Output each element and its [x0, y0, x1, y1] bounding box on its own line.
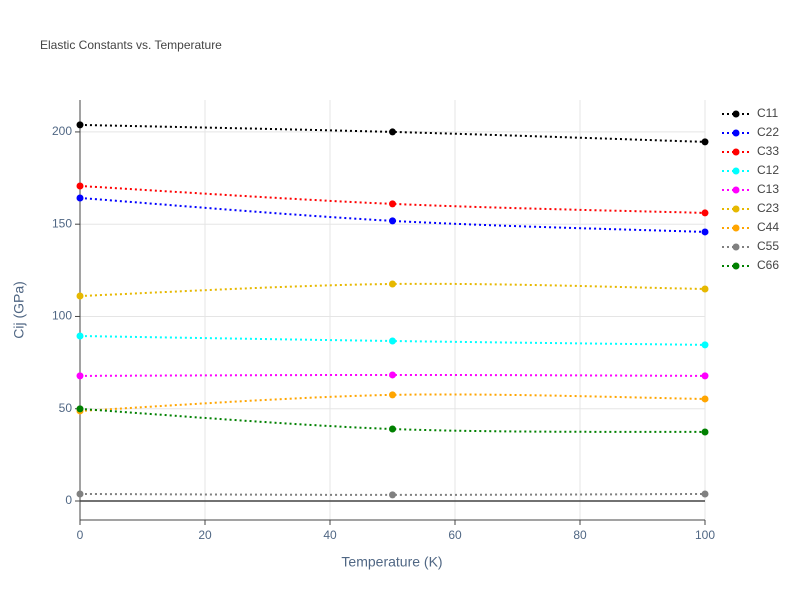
x-tick-label: 0: [77, 528, 84, 542]
data-point: [701, 490, 709, 498]
legend-label: C55: [757, 239, 779, 253]
x-tick-label: 60: [448, 528, 462, 542]
legend-label: C66: [757, 258, 779, 272]
series-line: [79, 373, 706, 377]
series-line: [79, 282, 706, 297]
x-tick-label: 80: [573, 528, 587, 542]
data-point: [76, 121, 84, 129]
data-point: [76, 372, 84, 380]
y-tick-label: 100: [52, 309, 72, 323]
legend-marker: [732, 110, 740, 118]
legend-label: C44: [757, 220, 779, 234]
series-line: [79, 492, 706, 496]
data-point: [389, 280, 396, 288]
data-point: [701, 341, 709, 349]
x-tick-label: 100: [695, 528, 715, 542]
legend-label: C22: [757, 125, 779, 139]
legend-label: C11: [757, 106, 778, 120]
legend-marker: [732, 186, 740, 194]
legend-marker: [732, 167, 740, 175]
data-point: [389, 337, 396, 345]
series-line: [79, 123, 706, 143]
series-line: [79, 335, 706, 346]
series-line: [79, 407, 706, 433]
data-point: [389, 391, 396, 399]
data-point: [76, 332, 84, 340]
legend-label: C23: [757, 201, 779, 215]
series-line: [79, 184, 706, 214]
series-line: [79, 393, 706, 412]
legend-marker: [732, 224, 740, 232]
x-tick-label: 20: [198, 528, 212, 542]
legend-label: C33: [757, 144, 779, 158]
data-point: [701, 395, 709, 403]
data-point: [389, 425, 396, 433]
legend-label: C13: [757, 182, 779, 196]
data-point: [701, 138, 709, 146]
data-point: [701, 209, 709, 217]
data-point: [389, 371, 396, 379]
data-point: [701, 285, 709, 293]
legend-marker: [732, 129, 740, 137]
data-point: [389, 217, 396, 225]
data-point: [701, 228, 709, 236]
data-point: [76, 292, 84, 300]
data-point: [701, 428, 709, 436]
series-line: [79, 196, 706, 233]
legend-marker: [732, 148, 740, 156]
data-point: [76, 490, 84, 498]
y-tick-label: 200: [52, 124, 72, 138]
legend-marker: [732, 243, 740, 251]
y-tick-label: 0: [65, 493, 72, 507]
data-point: [76, 182, 84, 190]
data-point: [76, 194, 84, 202]
data-point: [76, 405, 84, 413]
y-tick-label: 50: [59, 401, 73, 415]
legend-marker: [732, 262, 740, 270]
legend-marker: [732, 205, 740, 213]
y-tick-label: 150: [52, 216, 72, 230]
legend-label: C12: [757, 163, 779, 177]
data-point: [389, 491, 396, 499]
x-axis-title: Temperature (K): [341, 554, 442, 570]
data-point: [701, 372, 709, 380]
y-axis-title: Cij (GPa): [11, 281, 27, 339]
data-point: [389, 128, 396, 136]
data-point: [389, 200, 396, 208]
x-tick-label: 40: [323, 528, 337, 542]
chart-title: Elastic Constants vs. Temperature: [40, 38, 222, 52]
